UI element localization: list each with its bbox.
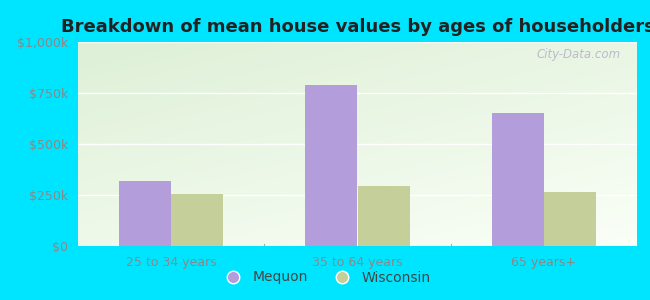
Bar [306,85,358,246]
Text: City-Data.com: City-Data.com [536,48,620,61]
Title: Breakdown of mean house values by ages of householders: Breakdown of mean house values by ages o… [60,18,650,36]
Legend: Mequon, Wisconsin: Mequon, Wisconsin [213,265,437,290]
Bar [119,181,171,246]
Bar [358,186,410,246]
Bar [544,192,596,246]
Bar [491,113,544,246]
Bar [171,194,224,246]
